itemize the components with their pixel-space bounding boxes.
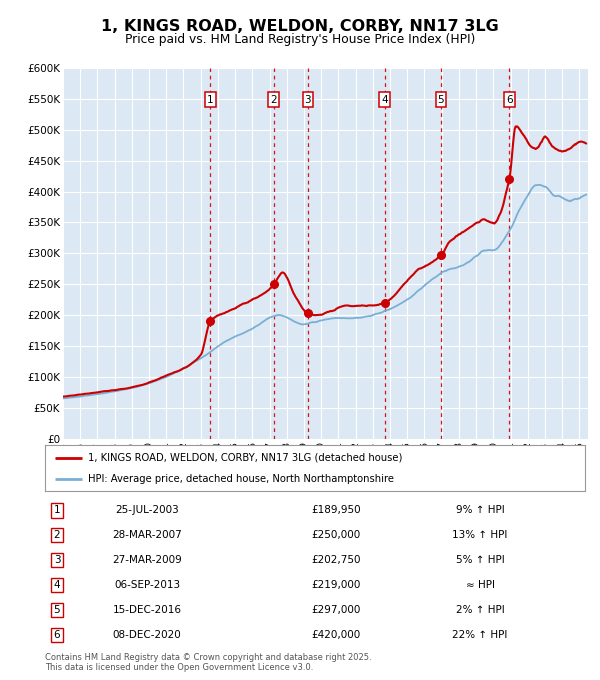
Text: 1, KINGS ROAD, WELDON, CORBY, NN17 3LG: 1, KINGS ROAD, WELDON, CORBY, NN17 3LG — [101, 19, 499, 34]
Text: £297,000: £297,000 — [311, 605, 361, 615]
Text: 2% ↑ HPI: 2% ↑ HPI — [455, 605, 505, 615]
Text: £219,000: £219,000 — [311, 580, 361, 590]
Text: Contains HM Land Registry data © Crown copyright and database right 2025.
This d: Contains HM Land Registry data © Crown c… — [45, 653, 371, 673]
Text: 4: 4 — [53, 580, 61, 590]
Text: £189,950: £189,950 — [311, 505, 361, 515]
Text: 27-MAR-2009: 27-MAR-2009 — [112, 555, 182, 565]
Text: 1: 1 — [207, 95, 214, 105]
Text: 5% ↑ HPI: 5% ↑ HPI — [455, 555, 505, 565]
Text: ≈ HPI: ≈ HPI — [466, 580, 494, 590]
Text: £202,750: £202,750 — [311, 555, 361, 565]
Text: 5: 5 — [437, 95, 445, 105]
Text: 4: 4 — [381, 95, 388, 105]
Text: 1, KINGS ROAD, WELDON, CORBY, NN17 3LG (detached house): 1, KINGS ROAD, WELDON, CORBY, NN17 3LG (… — [88, 453, 403, 462]
Text: £250,000: £250,000 — [311, 530, 361, 540]
Text: 22% ↑ HPI: 22% ↑ HPI — [452, 630, 508, 640]
Text: 25-JUL-2003: 25-JUL-2003 — [115, 505, 179, 515]
Text: 06-SEP-2013: 06-SEP-2013 — [114, 580, 180, 590]
Text: 28-MAR-2007: 28-MAR-2007 — [112, 530, 182, 540]
Text: 13% ↑ HPI: 13% ↑ HPI — [452, 530, 508, 540]
Text: 6: 6 — [506, 95, 512, 105]
Text: 1: 1 — [53, 505, 61, 515]
Text: 9% ↑ HPI: 9% ↑ HPI — [455, 505, 505, 515]
Text: 15-DEC-2016: 15-DEC-2016 — [113, 605, 182, 615]
Text: £420,000: £420,000 — [311, 630, 361, 640]
Text: HPI: Average price, detached house, North Northamptonshire: HPI: Average price, detached house, Nort… — [88, 475, 394, 484]
Text: 3: 3 — [305, 95, 311, 105]
Text: 6: 6 — [53, 630, 61, 640]
Text: Price paid vs. HM Land Registry's House Price Index (HPI): Price paid vs. HM Land Registry's House … — [125, 33, 475, 46]
Text: 08-DEC-2020: 08-DEC-2020 — [113, 630, 181, 640]
Text: 3: 3 — [53, 555, 61, 565]
Text: 5: 5 — [53, 605, 61, 615]
Text: 2: 2 — [53, 530, 61, 540]
Text: 2: 2 — [271, 95, 277, 105]
